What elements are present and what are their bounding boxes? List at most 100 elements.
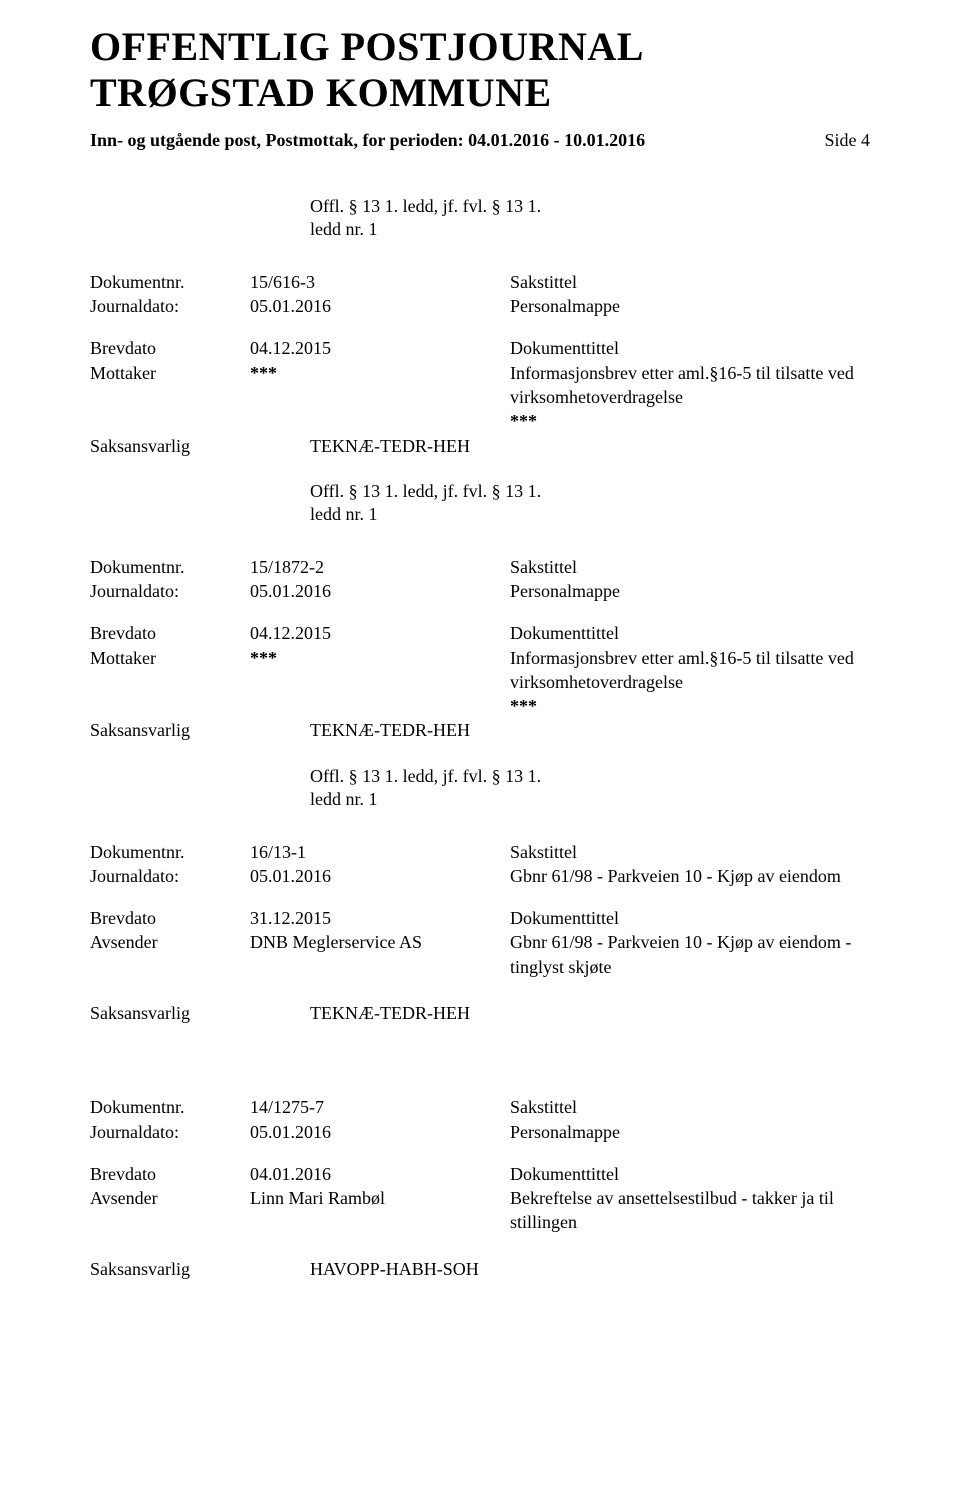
dokumentnr-row: Dokumentnr.16/13-1Sakstittel (90, 840, 870, 864)
spacer (90, 1025, 870, 1067)
journaldato-value: 05.01.2016 (250, 579, 510, 603)
dokumentnr-row: Dokumentnr.14/1275-7Sakstittel (90, 1095, 870, 1119)
saksansvarlig-value: TEKNÆ-TEDR-HEH (310, 434, 870, 458)
dokumenttittel-cont-row: virksomhetoverdragelse (90, 385, 870, 409)
sakstittel-label: Sakstittel (510, 270, 870, 294)
dokumentnr-value: 14/1275-7 (250, 1095, 510, 1119)
saksansvarlig-row: SaksansvarligTEKNÆ-TEDR-HEH (90, 434, 870, 458)
journal-entry: Dokumentnr.15/616-3SakstittelJournaldato… (90, 270, 870, 527)
dokumenttittel-cont-row: virksomhetoverdragelse (90, 670, 870, 694)
dokumentnr-row: Dokumentnr.15/1872-2Sakstittel (90, 555, 870, 579)
saksansvarlig-row: SaksansvarligHAVOPP-HABH-SOH (90, 1257, 870, 1281)
journaldato-value: 05.01.2016 (250, 294, 510, 318)
party-row: Mottaker*** Informasjonsbrev etter aml.§1… (90, 361, 870, 385)
empty (250, 409, 510, 433)
saksansvarlig-value: HAVOPP-HABH-SOH (310, 1257, 870, 1281)
dokumenttittel-line: Informasjonsbrev etter aml.§16-5 til til… (510, 646, 870, 670)
dokumenttittel-cont-row: tinglyst skjøte (90, 955, 870, 979)
journaldato-label: Journaldato: (90, 294, 250, 318)
offl-line-2: ledd nr. 1 (310, 503, 870, 526)
party-label: Avsender (90, 1186, 250, 1210)
party-value: Linn Mari Rambøl (250, 1186, 510, 1210)
offl-line-1: Offl. § 13 1. ledd, jf. fvl. § 13 1. (310, 195, 870, 218)
dokumenttittel-label: Dokumenttittel (510, 336, 870, 360)
party-label: Avsender (90, 930, 250, 954)
empty (250, 955, 510, 979)
saksansvarlig-value: TEKNÆ-TEDR-HEH (310, 1001, 870, 1025)
empty (250, 1210, 510, 1234)
sakstittel-label: Sakstittel (510, 555, 870, 579)
journal-entry: Dokumentnr.14/1275-7SakstittelJournaldat… (90, 1095, 870, 1281)
offl-line-1: Offl. § 13 1. ledd, jf. fvl. § 13 1. (310, 480, 870, 503)
spacer (90, 1235, 870, 1257)
spacer (90, 1144, 870, 1162)
empty (250, 385, 510, 409)
trailing-stars: *** (510, 694, 870, 718)
dokumentnr-value: 15/1872-2 (250, 555, 510, 579)
sakstittel-value: Personalmappe (510, 579, 870, 603)
saksansvarlig-label: Saksansvarlig (90, 1257, 310, 1281)
trailing-stars-row: *** (90, 694, 870, 718)
brevdato-row: Brevdato04.12.2015Dokumenttittel (90, 336, 870, 360)
journaldato-value: 05.01.2016 (250, 864, 510, 888)
brevdato-row: Brevdato04.12.2015Dokumenttittel (90, 621, 870, 645)
empty (250, 694, 510, 718)
offl-line-2: ledd nr. 1 (310, 218, 870, 241)
brevdato-label: Brevdato (90, 621, 250, 645)
brevdato-value: 04.12.2015 (250, 336, 510, 360)
journaldato-row: Journaldato:05.01.2016Personalmappe (90, 579, 870, 603)
dokumentnr-label: Dokumentnr. (90, 1095, 250, 1119)
empty (90, 409, 250, 433)
side-label: Side 4 (824, 130, 870, 151)
offl-block: Offl. § 13 1. ledd, jf. fvl. § 13 1.ledd… (310, 480, 870, 527)
party-value: *** (250, 646, 510, 670)
party-row: AvsenderDNB Meglerservice ASGbnr 61/98 -… (90, 930, 870, 954)
journaldato-label: Journaldato: (90, 864, 250, 888)
saksansvarlig-row: SaksansvarligTEKNÆ-TEDR-HEH (90, 1001, 870, 1025)
dokumenttittel-line: virksomhetoverdragelse (510, 385, 870, 409)
dokumentnr-label: Dokumentnr. (90, 555, 250, 579)
dokumenttittel-label: Dokumenttittel (510, 906, 870, 930)
spacer (90, 603, 870, 621)
dokumenttittel-line: Informasjonsbrev etter aml.§16-5 til til… (510, 361, 870, 385)
dokumentnr-label: Dokumentnr. (90, 270, 250, 294)
brevdato-label: Brevdato (90, 1162, 250, 1186)
party-row: AvsenderLinn Mari RambølBekreftelse av a… (90, 1186, 870, 1210)
title-block: OFFENTLIG POSTJOURNAL TRØGSTAD KOMMUNE (90, 24, 870, 116)
sakstittel-value: Personalmappe (510, 294, 870, 318)
party-stars: *** (250, 363, 277, 383)
dokumenttittel-line: Bekreftelse av ansettelsestilbud - takke… (510, 1186, 870, 1210)
dokumenttittel-line: virksomhetoverdragelse (510, 670, 870, 694)
dokumentnr-value: 15/616-3 (250, 270, 510, 294)
sakstittel-label: Sakstittel (510, 840, 870, 864)
subhead-row: Inn- og utgående post, Postmottak, for p… (90, 130, 870, 151)
saksansvarlig-label: Saksansvarlig (90, 1001, 310, 1025)
journaldato-label: Journaldato: (90, 579, 250, 603)
saksansvarlig-row: SaksansvarligTEKNÆ-TEDR-HEH (90, 718, 870, 742)
trailing-stars-row: *** (90, 409, 870, 433)
party-row: Mottaker***Informasjonsbrev etter aml.§1… (90, 646, 870, 670)
brevdato-row: Brevdato31.12.2015Dokumenttittel (90, 906, 870, 930)
dokumenttittel-line: tinglyst skjøte (510, 955, 870, 979)
dokumenttittel-cont-row: stillingen (90, 1210, 870, 1234)
spacer (90, 888, 870, 906)
spacer (90, 979, 870, 1001)
offl-line-1: Offl. § 13 1. ledd, jf. fvl. § 13 1. (310, 765, 870, 788)
journal-entry: Dokumentnr.15/1872-2SakstittelJournaldat… (90, 555, 870, 812)
journaldato-row: Journaldato:05.01.2016Personalmappe (90, 1120, 870, 1144)
offl-block: Offl. § 13 1. ledd, jf. fvl. § 13 1.ledd… (310, 765, 870, 812)
dokumenttittel-label: Dokumenttittel (510, 1162, 870, 1186)
journaldato-value: 05.01.2016 (250, 1120, 510, 1144)
dokumenttittel-line: Gbnr 61/98 - Parkveien 10 - Kjøp av eien… (510, 930, 870, 954)
brevdato-value: 31.12.2015 (250, 906, 510, 930)
brevdato-label: Brevdato (90, 906, 250, 930)
empty (90, 694, 250, 718)
party-label: Mottaker (90, 361, 250, 385)
saksansvarlig-value: TEKNÆ-TEDR-HEH (310, 718, 870, 742)
sakstittel-value: Gbnr 61/98 - Parkveien 10 - Kjøp av eien… (510, 864, 870, 888)
offl-line-2: ledd nr. 1 (310, 788, 870, 811)
dokumenttittel-line: stillingen (510, 1210, 870, 1234)
saksansvarlig-label: Saksansvarlig (90, 434, 310, 458)
dokumentnr-row: Dokumentnr.15/616-3Sakstittel (90, 270, 870, 294)
entries-container: Dokumentnr.15/616-3SakstittelJournaldato… (90, 270, 870, 1281)
